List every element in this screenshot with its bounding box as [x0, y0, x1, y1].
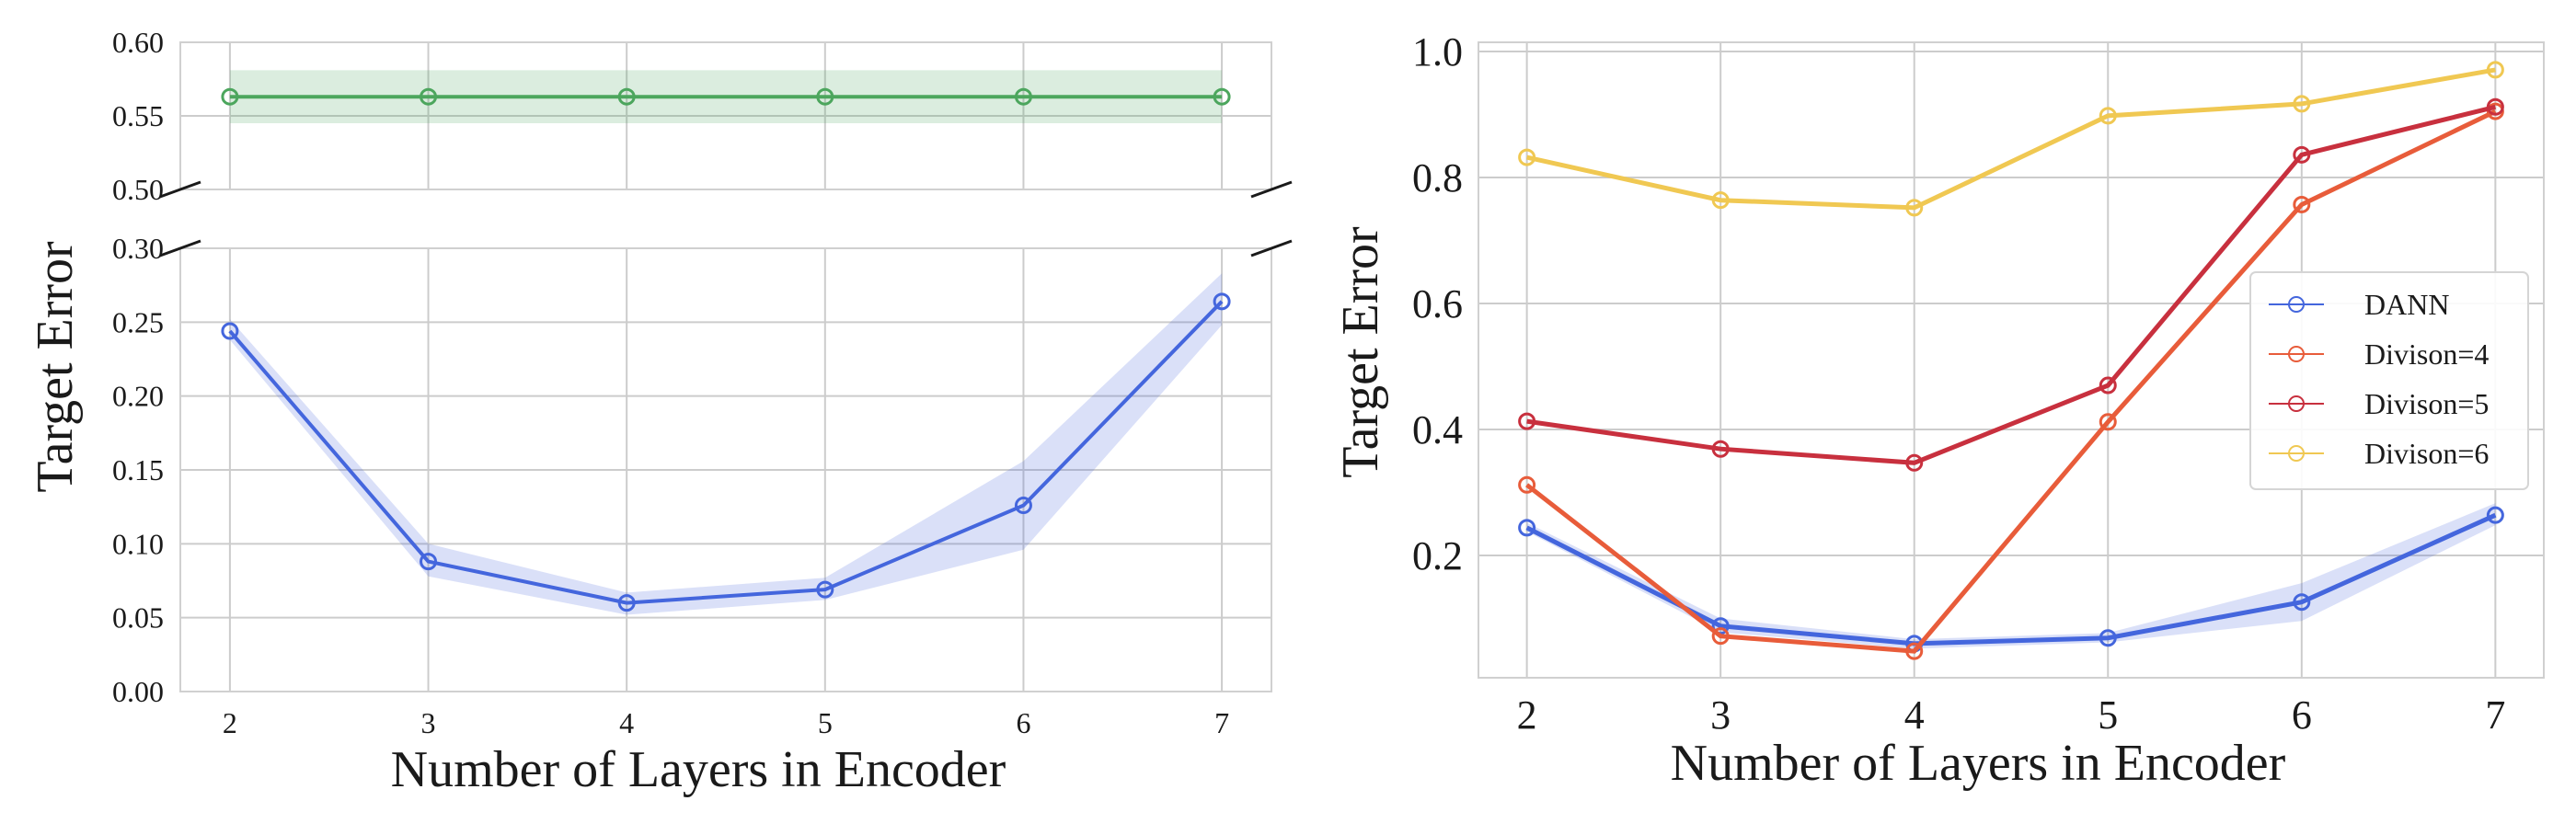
x-tick-label: 7 — [1214, 706, 1229, 739]
x-tick-label: 3 — [1710, 692, 1731, 738]
y-tick-label: 0.6 — [1412, 281, 1463, 326]
legend-label: Divison=4 — [2364, 337, 2489, 371]
data-point — [221, 87, 239, 106]
y-tick-label: 0.8 — [1412, 155, 1463, 200]
series-line — [228, 300, 1224, 605]
data-point — [2486, 97, 2504, 116]
y-tick-label: 0.25 — [112, 305, 164, 338]
data-point — [1905, 199, 1924, 217]
y-tick-label: 1.0 — [1412, 29, 1463, 74]
data-point — [1711, 191, 1730, 210]
y-axis-title: Target Error — [1332, 226, 1389, 478]
x-tick-label: 2 — [223, 706, 237, 739]
data-point — [1518, 148, 1536, 166]
axis-break-mark — [1250, 180, 1293, 199]
data-point — [617, 87, 636, 106]
data-point — [2099, 376, 2117, 395]
x-tick-label: 6 — [2292, 692, 2312, 738]
data-point — [2486, 506, 2504, 524]
data-point — [1711, 440, 1730, 458]
legend-label: Divison=6 — [2364, 437, 2489, 470]
data-point — [1518, 412, 1536, 430]
plot-frame-lower — [179, 247, 1272, 692]
data-point — [1213, 292, 1231, 311]
y-tick-label: 0.20 — [112, 380, 164, 413]
legend-label: DANN — [2364, 288, 2449, 321]
plot-frame-upper — [179, 41, 1272, 190]
axis-break-mark — [1250, 239, 1293, 257]
series-0 — [221, 70, 1231, 123]
data-point — [2099, 413, 2117, 431]
data-point — [2486, 61, 2504, 79]
y-tick-label: 0.50 — [112, 173, 164, 206]
data-point — [2293, 195, 2311, 213]
legend-marker — [2288, 445, 2305, 462]
y-tick-label: 0.55 — [112, 99, 164, 132]
x-tick-label: 6 — [1016, 706, 1030, 739]
data-point — [1014, 87, 1032, 106]
x-axis-title: Number of Layers in Encoder — [391, 741, 1006, 798]
legend: DANN Divison=4 Divison=5 Divison=6 — [2249, 271, 2529, 490]
data-point — [1518, 519, 1536, 537]
confidence-band — [229, 273, 1223, 615]
series-1 — [221, 273, 1231, 615]
series-0 — [1518, 503, 2504, 653]
y-tick-label: 0.4 — [1412, 407, 1463, 452]
y-tick-label: 0.00 — [112, 675, 164, 708]
y-tick-label: 0.60 — [112, 26, 164, 59]
x-tick-label: 2 — [1517, 692, 1537, 738]
data-point — [1014, 497, 1032, 515]
series-line — [1525, 109, 2497, 654]
data-point — [1213, 87, 1231, 106]
series-3 — [1518, 61, 2504, 217]
series-line — [1526, 67, 2496, 211]
data-point — [2099, 629, 2117, 647]
data-point — [2099, 107, 2117, 125]
y-tick-label: 0.2 — [1412, 533, 1463, 578]
y-tick-label: 0.05 — [112, 601, 164, 635]
x-tick-label: 4 — [619, 706, 634, 739]
data-point — [1518, 475, 1536, 494]
x-tick-label: 3 — [421, 706, 436, 739]
series-2 — [1518, 97, 2504, 472]
data-point — [816, 580, 834, 599]
y-axis-title: Target Error — [27, 241, 84, 493]
data-point — [221, 322, 239, 340]
data-point — [2293, 593, 2311, 612]
chart-left: 2 3 4 5 6 7 0.50 0.55 0.60 0.00 0.05 0.10 0.15 0.20 0.… — [27, 26, 1293, 798]
x-tick-label: 4 — [1904, 692, 1925, 738]
confidence-band — [1526, 503, 2496, 649]
chart-right: 2 3 4 5 6 7 0.2 0.4 0.6 0.8 1.0 DANN Divison=4 Diviso… — [1332, 29, 2545, 792]
y-tick-label: 0.10 — [112, 527, 164, 560]
data-point — [816, 87, 834, 106]
series-line — [1526, 104, 2496, 465]
data-point — [2293, 145, 2311, 164]
x-tick-label: 7 — [2485, 692, 2505, 738]
data-point — [2293, 95, 2311, 113]
data-point — [420, 553, 438, 571]
y-tick-label: 0.30 — [112, 232, 164, 265]
x-tick-label: 5 — [818, 706, 833, 739]
data-point — [617, 594, 636, 612]
data-point — [1905, 642, 1924, 660]
plot-frame — [1478, 41, 2545, 679]
data-point — [1711, 627, 1730, 646]
data-point — [1905, 453, 1924, 472]
x-tick-label: 5 — [2098, 692, 2118, 738]
data-point — [420, 87, 438, 106]
x-axis-title: Number of Layers in Encoder — [1671, 735, 2286, 792]
legend-label: Divison=5 — [2364, 387, 2489, 420]
legend-box — [2249, 271, 2529, 490]
axis-break-mark — [159, 180, 201, 199]
legend-marker — [2288, 346, 2305, 362]
axis-break-mark — [159, 239, 201, 257]
legend-marker — [2288, 296, 2305, 313]
legend-marker — [2288, 395, 2305, 412]
y-tick-label: 0.15 — [112, 453, 164, 486]
